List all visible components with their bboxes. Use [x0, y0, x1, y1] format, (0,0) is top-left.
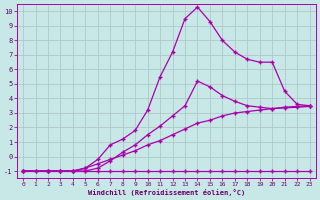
- X-axis label: Windchill (Refroidissement éolien,°C): Windchill (Refroidissement éolien,°C): [88, 189, 245, 196]
